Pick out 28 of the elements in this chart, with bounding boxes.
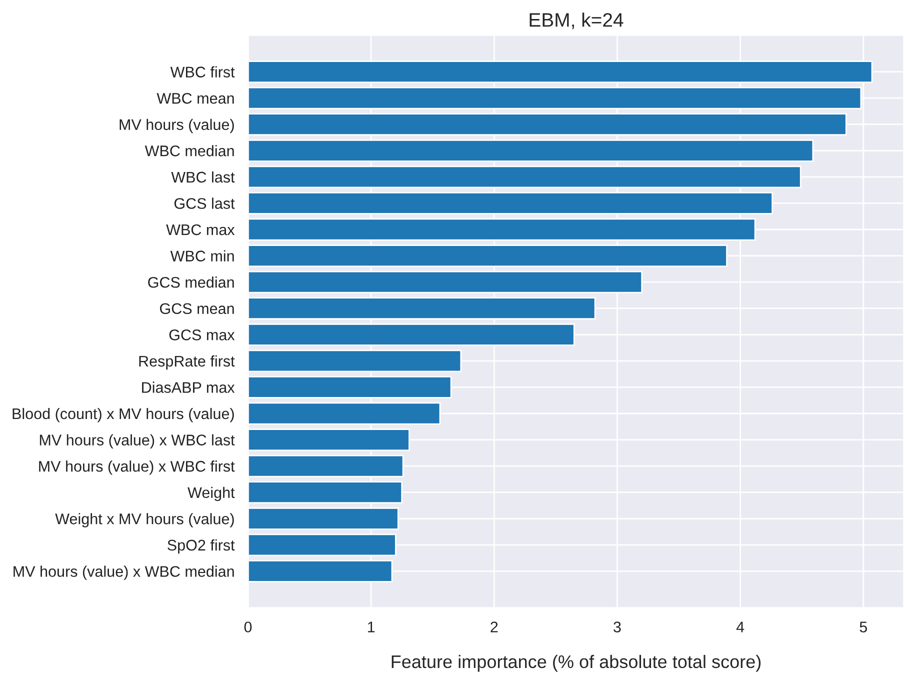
y-tick-label: WBC max xyxy=(166,224,235,236)
x-tick-label: 4 xyxy=(736,622,744,632)
y-tick-label: Weight x MV hours (value) xyxy=(55,513,234,528)
x-tick-label: 3 xyxy=(614,622,621,632)
y-tick-label: GCS median xyxy=(148,276,234,288)
y-tick-label: Weight xyxy=(188,486,235,502)
chart-title: EBM, k=24 xyxy=(530,12,624,30)
y-tick-label: GCS max xyxy=(169,330,235,340)
y-tick-label: WBC median xyxy=(144,145,234,156)
y-tick-label: Blood (count) x MV hours (value) xyxy=(12,408,234,422)
y-tick-label: MV hours (value) xyxy=(120,118,234,134)
x-axis-title: Feature importance (% of absolute total score) xyxy=(392,654,761,672)
y-tick-label: WBC min xyxy=(170,250,234,262)
x-tick-label: 2 xyxy=(490,622,498,632)
y-tick-label: DiasABP max xyxy=(142,382,235,393)
y-tick-label: WBC mean xyxy=(156,92,234,104)
x-tick-label: 1 xyxy=(368,622,375,632)
y-tick-label: WBC first xyxy=(170,66,235,78)
y-tick-label: GCS mean xyxy=(160,303,234,314)
y-tick-label: GCS last xyxy=(174,198,235,209)
y-tick-label: MV hours (value) x WBC median xyxy=(14,566,234,580)
x-tick-label: 5 xyxy=(860,622,867,632)
y-tick-label: SpO2 first xyxy=(168,539,235,554)
y-tick-label: RespRate first xyxy=(139,355,235,370)
y-tick-label: MV hours (value) x WBC last xyxy=(40,434,235,448)
x-tick-label: 0 xyxy=(244,622,252,632)
y-tick-label: WBC last xyxy=(171,171,235,183)
y-tick-label: MV hours (value) x WBC first xyxy=(39,460,235,475)
